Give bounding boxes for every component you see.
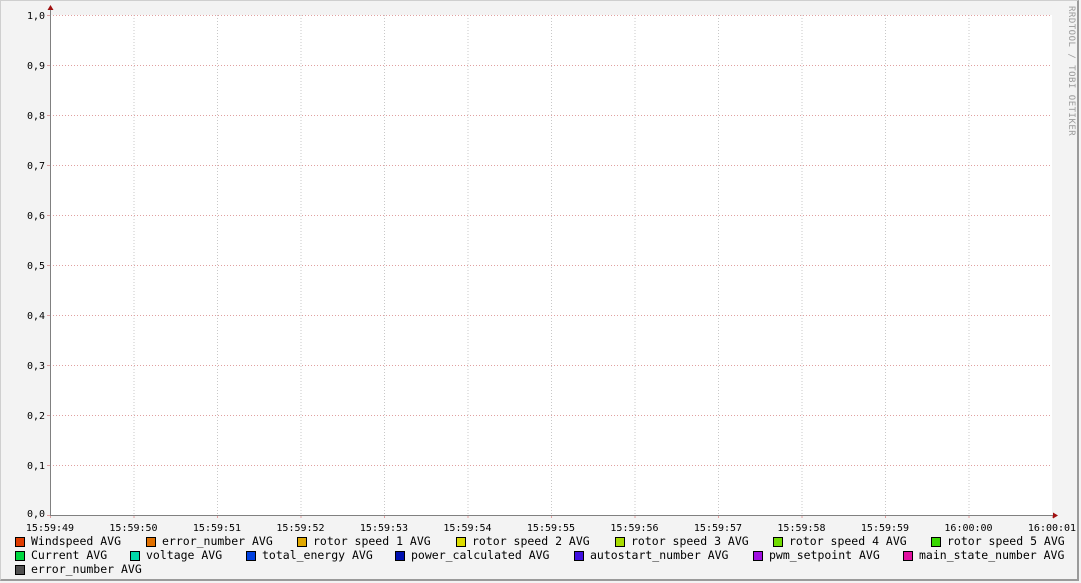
y-tick-label: 0,8 [27,111,45,122]
legend-swatch [146,536,156,547]
legend-label: rotor speed 2 AVG [472,534,590,548]
legend-item: Windspeed AVG [15,535,121,548]
x-tick-label: 15:59:59 [861,523,909,534]
legend-label: rotor speed 4 AVG [789,534,907,548]
legend-swatch [15,550,25,561]
y-axis-arrow-icon [47,5,54,10]
x-axis-arrow-icon [1053,512,1058,519]
y-tick-label: 0,7 [27,161,45,172]
x-tick-label: 16:00:01 [1028,523,1076,534]
x-tick-label: 15:59:52 [276,523,324,534]
legend-label: error_number AVG [162,534,273,548]
legend-swatch [130,550,140,561]
x-tick-label: 15:59:49 [26,523,74,534]
legend-swatch [753,550,763,561]
x-tick-label: 15:59:54 [443,523,491,534]
x-tick-label: 15:59:51 [193,523,241,534]
legend-item: main_state_number AVG [903,549,1064,562]
legend-label: error_number AVG [31,562,142,576]
legend-swatch [297,536,307,547]
legend-label: main_state_number AVG [919,548,1065,562]
legend-label: rotor speed 5 AVG [947,534,1065,548]
legend-label: rotor speed 1 AVG [313,534,431,548]
legend-swatch [395,550,405,561]
legend-swatch [456,536,466,547]
legend-item: total_energy AVG [246,549,373,562]
legend-label: power_calculated AVG [411,548,550,562]
legend-item: rotor speed 1 AVG [297,535,431,548]
x-tick-label: 15:59:50 [109,523,157,534]
legend-swatch [246,550,256,561]
legend-item: rotor speed 3 AVG [615,535,749,548]
legend-label: autostart_number AVG [590,548,729,562]
legend-label: Current AVG [31,548,108,562]
x-tick-label: 15:59:53 [360,523,408,534]
y-tick-label: 0,6 [27,211,45,222]
legend-label: Windspeed AVG [31,534,122,548]
legend-swatch [773,536,783,547]
legend-item: error_number AVG [15,563,142,576]
legend-label: pwm_setpoint AVG [769,548,880,562]
y-tick-label: 0,1 [27,461,45,472]
y-tick-label: 0,5 [27,261,45,272]
legend-swatch [15,564,25,575]
legend-label: total_energy AVG [262,548,373,562]
y-tick-label: 0,0 [27,509,45,520]
legend-swatch [15,536,25,547]
y-tick-label: 0,3 [27,361,45,372]
legend-item: rotor speed 2 AVG [456,535,590,548]
y-tick-label: 0,2 [27,411,45,422]
x-tick-label: 15:59:55 [527,523,575,534]
y-tick-label: 0,9 [27,61,45,72]
x-tick-label: 15:59:56 [610,523,658,534]
legend-item: error_number AVG [146,535,273,548]
x-tick-label: 15:59:58 [777,523,825,534]
legend-item: power_calculated AVG [395,549,549,562]
y-tick-label: 1,0 [27,11,45,22]
watermark: RRDTOOL / TOBI OETIKER [1066,6,1076,137]
x-tick-label: 15:59:57 [694,523,742,534]
legend-swatch [615,536,625,547]
legend-item: rotor speed 4 AVG [773,535,907,548]
legend-swatch [574,550,584,561]
legend-item: voltage AVG [130,549,222,562]
x-tick-label: 16:00:00 [944,523,992,534]
legend-label: rotor speed 3 AVG [631,534,749,548]
legend-swatch [903,550,913,561]
legend-item: autostart_number AVG [574,549,728,562]
y-tick-label: 0,4 [27,311,45,322]
legend-item: pwm_setpoint AVG [753,549,880,562]
legend-label: voltage AVG [146,548,223,562]
legend-item: rotor speed 5 AVG [931,535,1065,548]
legend-swatch [931,536,941,547]
legend-item: Current AVG [15,549,107,562]
